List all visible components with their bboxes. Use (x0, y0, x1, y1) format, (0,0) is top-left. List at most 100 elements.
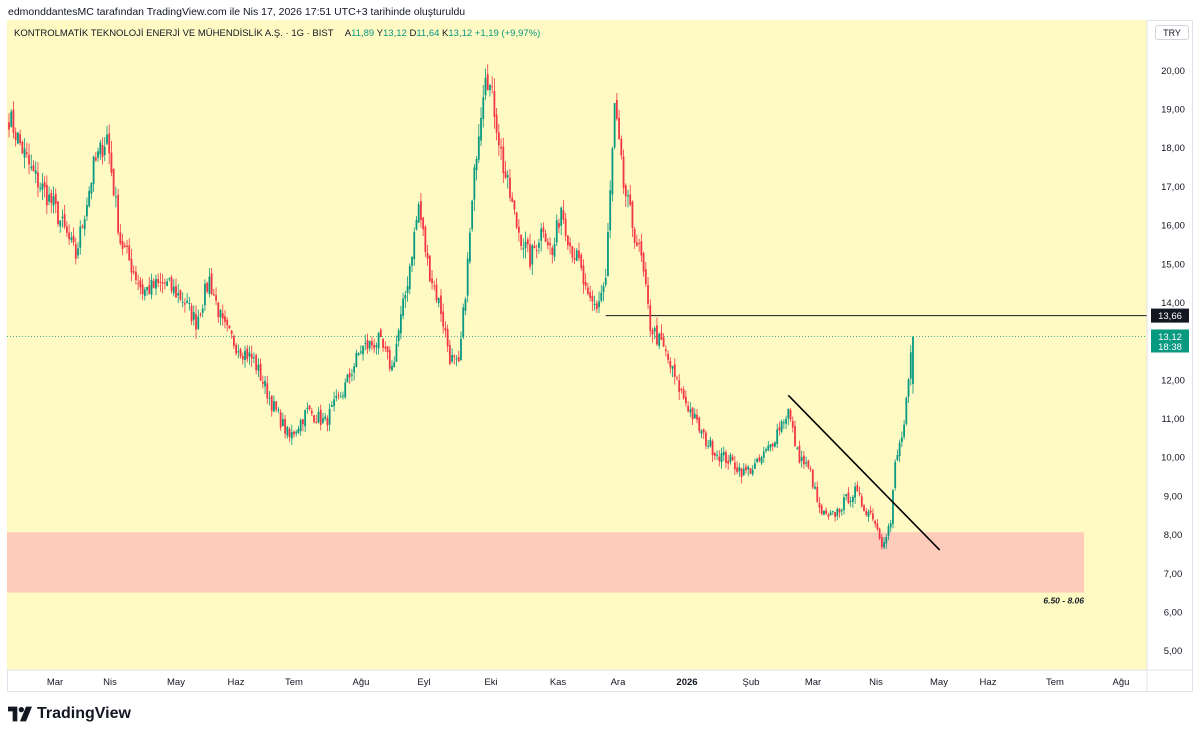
candle-body (63, 213, 66, 227)
candle-body (658, 333, 661, 347)
candle-body (776, 429, 779, 445)
price-tick-label: 19,00 (1161, 104, 1185, 115)
candle-body (575, 250, 578, 261)
candle-body (391, 365, 393, 371)
candle-body (61, 216, 64, 219)
candle-body (117, 194, 120, 233)
candle-body (798, 445, 801, 463)
candle-body (246, 348, 249, 360)
candle-body (651, 330, 654, 335)
price-tick-label: 15,00 (1161, 259, 1185, 270)
open-value: 11,89 (351, 28, 375, 39)
price-tick-label: 17,00 (1161, 182, 1185, 193)
candle-body (123, 245, 126, 248)
candle-body (816, 486, 819, 502)
price-chart[interactable]: 6.50 - 8.06 5,00 6,00 7,00 8,00 9,00 10,00 11,0… (7, 20, 1193, 692)
price-tick-label: 12,00 (1161, 375, 1185, 386)
candle-body (811, 469, 814, 488)
candle-body (237, 351, 240, 353)
candle-body (713, 452, 716, 456)
candle-body (489, 84, 491, 91)
candle-body (408, 266, 411, 290)
candle-body (789, 409, 792, 420)
candle-body (404, 295, 407, 299)
candle-body (12, 109, 15, 133)
candle-body (571, 246, 574, 258)
candle-body (858, 492, 861, 495)
candle-body (531, 245, 534, 265)
candle-body (197, 316, 200, 329)
candle-body (805, 462, 808, 464)
high-label: Y (376, 28, 384, 39)
candle-body (887, 526, 890, 536)
candle-body (827, 514, 830, 517)
candle-body (469, 232, 471, 262)
candle-body (308, 405, 311, 409)
price-tick-label: 18,00 (1161, 143, 1185, 154)
candle-body (526, 239, 529, 245)
candle-body (529, 244, 531, 267)
candle-body (157, 279, 160, 283)
candle-body (253, 357, 255, 359)
candle-body (431, 278, 433, 284)
candle-body (473, 167, 476, 200)
candle-body (128, 245, 131, 261)
candle-body (97, 151, 99, 158)
candle-body (629, 194, 632, 205)
candle-body (751, 469, 754, 475)
candle-body (428, 255, 431, 281)
candle-body (315, 422, 318, 424)
candle-body (326, 418, 329, 426)
candle-body (611, 148, 614, 195)
candle-body (264, 380, 266, 387)
tradingview-logo: TradingView (8, 705, 131, 723)
candle-body (293, 431, 295, 435)
candle-body (90, 182, 93, 194)
candle-body (689, 409, 692, 413)
candle-body (342, 395, 344, 397)
candle-body (74, 244, 77, 259)
candle-body (471, 200, 474, 230)
candle-body (863, 505, 865, 512)
candle-body (152, 281, 155, 288)
open-label: A (344, 28, 352, 39)
candle-body (195, 314, 197, 330)
candle-body (281, 418, 284, 427)
candle-body (232, 336, 235, 346)
candle-body (593, 303, 596, 305)
price-tick-label: 8,00 (1164, 530, 1183, 541)
candle-body (190, 305, 193, 322)
candle-body (504, 171, 507, 178)
candle-body (437, 298, 440, 304)
candle-body (86, 204, 88, 217)
candle-body (673, 364, 676, 377)
candle-body (707, 445, 710, 447)
candle-body (602, 286, 605, 293)
candle-body (346, 374, 349, 383)
candle-body (188, 303, 191, 305)
candle-body (684, 396, 687, 404)
candle-body (903, 424, 905, 437)
candle-body (313, 415, 315, 423)
candle-body (834, 511, 836, 517)
candle-body (177, 293, 180, 296)
candle-body (656, 325, 658, 345)
candle-body (511, 197, 514, 202)
candle-body (221, 313, 224, 319)
candle-body (119, 232, 122, 244)
candle-body (582, 265, 585, 285)
candle-body (335, 396, 338, 399)
candle-body (284, 419, 286, 434)
candle-body (820, 505, 823, 515)
low-label: D (409, 28, 417, 39)
candle-body (226, 319, 229, 326)
currency-button[interactable]: TRY (1155, 25, 1189, 40)
candle-body (25, 152, 28, 154)
candle-body (747, 466, 750, 470)
candle-body (480, 117, 482, 141)
candle-body (339, 396, 342, 398)
candle-body (497, 132, 500, 146)
candle-body (368, 341, 371, 349)
candle-body (433, 285, 436, 287)
candle-body (533, 245, 536, 249)
